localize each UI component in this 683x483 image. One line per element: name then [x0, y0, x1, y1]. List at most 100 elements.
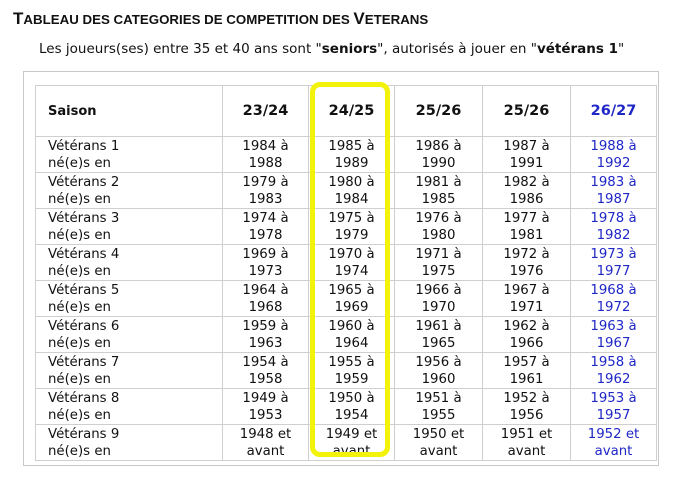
born-in-label: né(e)s en: [48, 155, 111, 171]
category-name: Vétérans 6: [48, 318, 120, 334]
row-label: Vétérans 1 né(e)s en: [35, 136, 223, 173]
year-end: 1978: [248, 227, 283, 243]
year-start: 1949 à: [242, 390, 289, 406]
year-start: 1982 à: [503, 174, 550, 190]
year-end: 1974: [334, 263, 369, 279]
year-end: 1961: [509, 371, 544, 387]
title-text: ETERANS: [364, 12, 429, 27]
category-name: Vétérans 1: [48, 138, 120, 154]
year-end: 1983: [248, 191, 283, 207]
category-name: Vétérans 3: [48, 210, 120, 226]
year-end: avant: [246, 443, 285, 459]
year-end: 1958: [248, 371, 283, 387]
table-frame: [23, 71, 659, 466]
year-end: avant: [332, 443, 371, 459]
year-start: 1968 à: [590, 282, 637, 298]
year-end: 1987: [596, 191, 631, 207]
subtitle-bold: seniors: [321, 41, 378, 57]
column-header-season: 24/25: [308, 85, 395, 137]
year-start: 1984 à: [242, 138, 289, 154]
year-start: 1958 à: [590, 354, 637, 370]
year-end: 1972: [596, 299, 631, 315]
year-end: 1964: [334, 335, 369, 351]
year-end: 1991: [509, 155, 544, 171]
year-range-cell: 1950 à 1954: [308, 388, 395, 425]
born-in-label: né(e)s en: [48, 299, 111, 315]
year-end: 1955: [421, 407, 456, 423]
year-end: 1956: [509, 407, 544, 423]
page-title: TABLEAU DES CATEGORIES DE COMPETITION DE…: [13, 9, 428, 29]
year-end: 1960: [421, 371, 456, 387]
year-start: 1972 à: [503, 246, 550, 262]
year-range-cell: 1962 à 1966: [482, 316, 571, 353]
year-range-cell: 1979 à 1983: [222, 172, 309, 209]
year-end: 1984: [334, 191, 369, 207]
table-row: Vétérans 7 né(e)s en 1954 à 1958 1955 à 1959 1…: [35, 352, 657, 389]
year-range-cell: 1985 à 1989: [308, 136, 395, 173]
year-range-cell: 1964 à 1968: [222, 280, 309, 317]
born-in-label: né(e)s en: [48, 191, 111, 207]
veterans-table: Saison 23/24 24/25 25/26 25/26 26/27 Vét…: [35, 85, 657, 461]
year-end: 1982: [596, 227, 631, 243]
year-start: 1954 à: [242, 354, 289, 370]
year-start: 1967 à: [503, 282, 550, 298]
year-range-cell: 1969 à 1973: [222, 244, 309, 281]
year-range-cell: 1968 à 1972: [570, 280, 657, 317]
born-in-label: né(e)s en: [48, 407, 111, 423]
row-label: Vétérans 3 né(e)s en: [35, 208, 223, 245]
year-start: 1973 à: [590, 246, 637, 262]
year-range-cell: 1953 à 1957: [570, 388, 657, 425]
year-end: 1971: [509, 299, 544, 315]
year-range-cell: 1949 à 1953: [222, 388, 309, 425]
year-end: 1969: [334, 299, 369, 315]
table-row: Vétérans 2 né(e)s en 1979 à 1983 1980 à 1984 1…: [35, 172, 657, 209]
year-end: 1976: [509, 263, 544, 279]
table-row: Vétérans 9 né(e)s en 1948 et avant 1949 et av…: [35, 424, 657, 461]
year-start: 1951 à: [415, 390, 462, 406]
year-start: 1961 à: [415, 318, 462, 334]
year-start: 1981 à: [415, 174, 462, 190]
table-row: Vétérans 6 né(e)s en 1959 à 1963 1960 à 1964 1…: [35, 316, 657, 353]
year-end: 1967: [596, 335, 631, 351]
year-start: 1953 à: [590, 390, 637, 406]
year-start: 1976 à: [415, 210, 462, 226]
column-header-season: 25/26: [394, 85, 483, 137]
year-start: 1983 à: [590, 174, 637, 190]
year-range-cell: 1950 et avant: [394, 424, 483, 461]
year-start: 1963 à: [590, 318, 637, 334]
year-range-cell: 1980 à 1984: [308, 172, 395, 209]
year-range-cell: 1949 et avant: [308, 424, 395, 461]
year-start: 1975 à: [328, 210, 375, 226]
category-name: Vétérans 7: [48, 354, 120, 370]
year-range-cell: 1967 à 1971: [482, 280, 571, 317]
year-start: 1950 et: [412, 426, 465, 442]
year-start: 1957 à: [503, 354, 550, 370]
year-end: 1981: [509, 227, 544, 243]
born-in-label: né(e)s en: [48, 443, 111, 459]
year-end: 1966: [509, 335, 544, 351]
year-start: 1956 à: [415, 354, 462, 370]
column-header-saison: Saison: [35, 85, 223, 137]
category-name: Vétérans 4: [48, 246, 120, 262]
born-in-label: né(e)s en: [48, 371, 111, 387]
year-end: 1980: [421, 227, 456, 243]
year-range-cell: 1963 à 1967: [570, 316, 657, 353]
year-end: 1953: [248, 407, 283, 423]
year-range-cell: 1956 à 1960: [394, 352, 483, 389]
year-range-cell: 1955 à 1959: [308, 352, 395, 389]
year-range-cell: 1951 et avant: [482, 424, 571, 461]
year-range-cell: 1981 à 1985: [394, 172, 483, 209]
year-start: 1964 à: [242, 282, 289, 298]
category-name: Vétérans 5: [48, 282, 120, 298]
year-start: 1970 à: [328, 246, 375, 262]
born-in-label: né(e)s en: [48, 335, 111, 351]
year-start: 1950 à: [328, 390, 375, 406]
year-start: 1952 et: [587, 426, 640, 442]
row-label: Vétérans 8 né(e)s en: [35, 388, 223, 425]
year-start: 1986 à: [415, 138, 462, 154]
year-range-cell: 1970 à 1974: [308, 244, 395, 281]
year-start: 1985 à: [328, 138, 375, 154]
table-row: Vétérans 5 né(e)s en 1964 à 1968 1965 à 1969 1…: [35, 280, 657, 317]
title-initial: T: [13, 9, 24, 28]
year-range-cell: 1978 à 1982: [570, 208, 657, 245]
